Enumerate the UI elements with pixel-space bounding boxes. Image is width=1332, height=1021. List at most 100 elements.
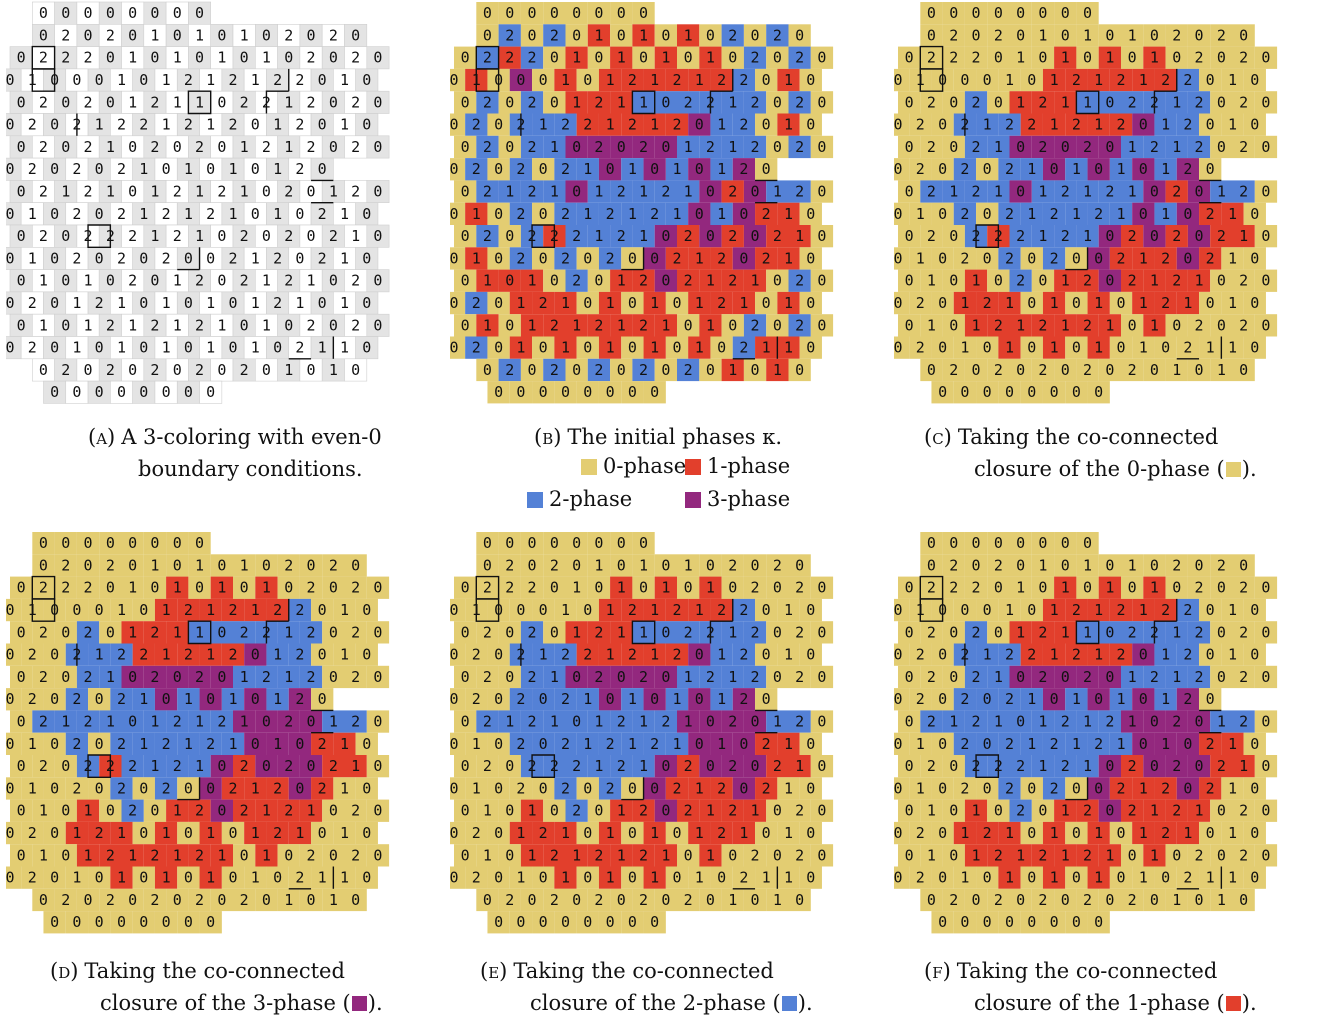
- cell-value: 0: [240, 316, 249, 334]
- cell-value: 2: [617, 757, 626, 775]
- grid-cell: 0: [366, 576, 390, 599]
- cell-value: 2: [1239, 846, 1248, 864]
- grid-cell: 1: [1065, 688, 1088, 711]
- grid-cell: 0: [810, 665, 834, 689]
- cell-value: 2: [994, 26, 1003, 44]
- grid-cell: 0: [621, 911, 644, 934]
- cell-value: 0: [762, 294, 771, 312]
- cell-value: 0: [628, 339, 637, 357]
- grid-cell: 0: [311, 821, 334, 845]
- cell-value: 0: [1239, 26, 1248, 44]
- grid-cell: 1: [143, 180, 167, 203]
- grid-cell: 1: [587, 755, 611, 778]
- grid-cell: 1: [255, 269, 278, 293]
- caption-f: (f) Taking the co-connected closure of th…: [924, 955, 1257, 1019]
- grid-cell: 1: [688, 291, 711, 315]
- cell-value: 2: [1027, 116, 1036, 134]
- grid-cell: 0: [810, 844, 834, 867]
- cell-value: 1: [318, 339, 327, 357]
- cell-value: 2: [983, 294, 992, 312]
- grid-cell: 0: [1199, 821, 1222, 845]
- grid-cell: 1: [333, 336, 356, 360]
- cell-value: 0: [1072, 383, 1081, 401]
- cell-value: 0: [1195, 757, 1204, 775]
- grid-cell: 0: [898, 621, 921, 644]
- grid-cell: 0: [1254, 755, 1278, 778]
- cell-value: 0: [318, 294, 327, 312]
- cell-value: 0: [95, 913, 104, 931]
- cell-value: 0: [938, 913, 947, 931]
- cell-value: 0: [362, 116, 371, 134]
- grid-cell: 1: [465, 777, 488, 800]
- grid-cell: 2: [143, 313, 167, 337]
- cell-value: 0: [927, 891, 936, 909]
- grid-cell: 1: [1109, 158, 1133, 181]
- cell-value: 2: [117, 690, 126, 708]
- cell-value: 0: [505, 316, 514, 334]
- grid-cell: 2: [665, 777, 689, 800]
- cell-value: 1: [84, 316, 93, 334]
- grid-cell: 0: [1154, 866, 1177, 889]
- cell-value: 0: [1072, 779, 1081, 797]
- grid-cell: 2: [987, 888, 1010, 912]
- cell-value: 2: [1183, 869, 1192, 887]
- cell-value: 1: [206, 646, 215, 664]
- cell-value: 1: [773, 891, 782, 909]
- cell-value: 1: [594, 227, 603, 245]
- grid-cell: 0: [931, 247, 954, 270]
- cell-value: 2: [483, 757, 492, 775]
- grid-cell: 2: [1199, 247, 1222, 270]
- cell-value: 2: [228, 646, 237, 664]
- cell-value: 1: [795, 757, 804, 775]
- grid-cell: 2: [54, 46, 78, 70]
- grid-cell: 2: [1009, 799, 1032, 822]
- grid-cell: 1: [1199, 866, 1222, 889]
- cell-value: 1: [1228, 869, 1237, 887]
- cell-value: 2: [1005, 646, 1014, 664]
- grid-cell: 0: [1232, 554, 1255, 577]
- cell-value: 2: [516, 205, 525, 223]
- grid-cell: 0: [1020, 336, 1043, 359]
- cell-value: 0: [106, 534, 115, 552]
- cell-value: 0: [295, 249, 304, 267]
- cell-value: 2: [117, 116, 126, 134]
- grid-cell: 0: [931, 866, 954, 889]
- grid-cell: 2: [610, 710, 633, 733]
- grid-cell: 1: [1154, 158, 1177, 181]
- cell-value: 0: [583, 249, 592, 267]
- grid-cell: 2: [1121, 225, 1144, 248]
- cell-value: 0: [661, 272, 670, 290]
- grid-cell: 0: [942, 135, 965, 159]
- cell-value: 1: [1094, 869, 1103, 887]
- cell-value: 2: [295, 690, 304, 708]
- grid-cell: 0: [898, 91, 921, 114]
- cell-value: 0: [95, 735, 104, 753]
- cell-value: 0: [1217, 623, 1226, 641]
- cell-value: 1: [84, 846, 93, 864]
- cell-value: 0: [806, 824, 815, 842]
- grid-cell: 0: [54, 844, 77, 867]
- grid-cell: 0: [699, 225, 722, 248]
- grid-cell: 1: [677, 135, 700, 159]
- grid-cell: 0: [898, 576, 921, 599]
- cell-value: 2: [606, 205, 615, 223]
- grid-cell: 1: [987, 180, 1010, 203]
- cell-value: 1: [528, 846, 537, 864]
- grid-cell: 0: [1243, 598, 1266, 622]
- cell-value: 0: [795, 891, 804, 909]
- grid-cell: 0: [1199, 291, 1222, 315]
- grid-cell: 2: [1176, 688, 1200, 711]
- cell-value: 1: [28, 735, 37, 753]
- cell-value: 1: [1005, 339, 1014, 357]
- cell-value: 2: [240, 802, 249, 820]
- cell-value: 0: [240, 49, 249, 67]
- cell-value: 0: [1105, 361, 1114, 379]
- grid-cell: 0: [143, 1, 167, 25]
- grid-cell: 1: [1221, 113, 1244, 136]
- cell-value: 0: [17, 93, 26, 111]
- grid-cell: 1: [54, 710, 77, 733]
- cell-value: 2: [1072, 601, 1081, 619]
- cell-value: 1: [1228, 71, 1237, 89]
- cell-value: 2: [1195, 668, 1204, 686]
- grid-cell: 0: [454, 314, 477, 337]
